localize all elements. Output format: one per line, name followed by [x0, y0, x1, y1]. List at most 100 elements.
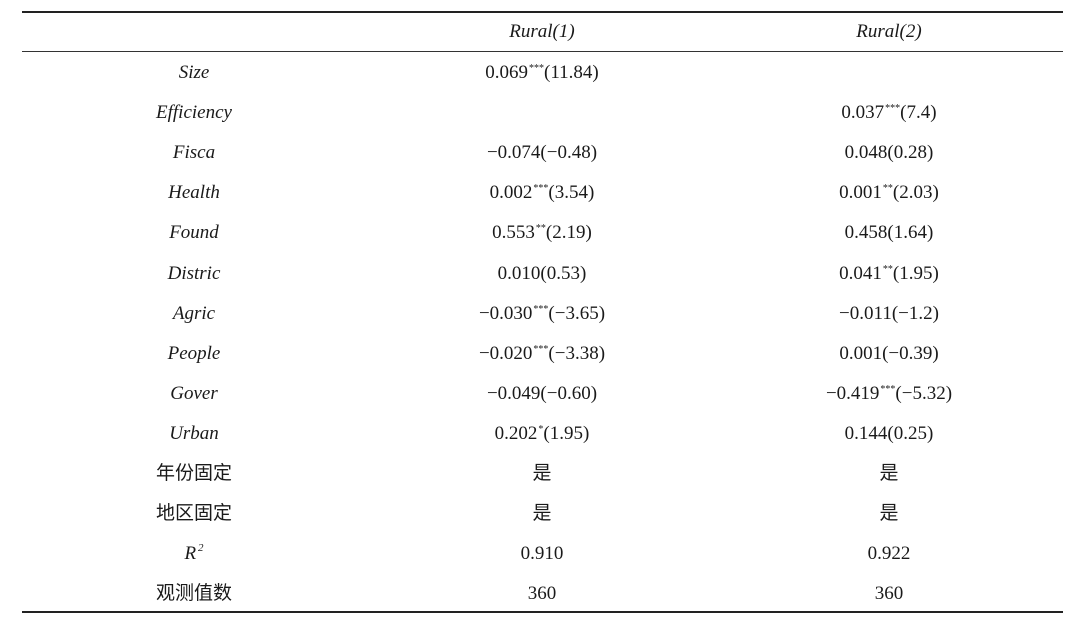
significance-stars: *** — [533, 304, 549, 315]
header-col-1: Rural(1) — [509, 21, 575, 42]
table-cell-col-2: −0.011(−1.2) — [839, 302, 939, 326]
table-cell-col-1: −0.020***(−3.38) — [479, 342, 605, 366]
t-statistic: (1.64) — [887, 222, 934, 243]
table-cell-col-1: 0.002***(3.54) — [490, 181, 595, 205]
row-label: 观测值数 — [156, 582, 232, 606]
coefficient: 是 — [532, 503, 552, 524]
coefficient: 0.458 — [844, 222, 888, 243]
top-rule — [22, 11, 1063, 13]
table-cell-col-2: 是 — [879, 502, 898, 526]
table-cell-col-1: −0.074(−0.48) — [487, 141, 597, 165]
table-cell-col-2: 0.037***(7.4) — [841, 101, 936, 125]
t-statistic: (0.53) — [540, 263, 587, 284]
coefficient: 0.041 — [839, 263, 882, 284]
row-label: Agric — [173, 302, 215, 326]
t-statistic: (0.25) — [887, 423, 934, 444]
table-cell-col-1: −0.030***(−3.65) — [479, 302, 605, 326]
table-cell-col-2: −0.419***(−5.32) — [826, 382, 952, 406]
row-label: People — [168, 342, 221, 366]
header-col-2: Rural(2) — [856, 21, 922, 42]
coefficient: 0.002 — [489, 182, 533, 203]
row-label-text: R — [184, 543, 197, 564]
row-label-text: Size — [178, 62, 210, 83]
coefficient: 是 — [879, 463, 899, 484]
coefficient: 360 — [527, 583, 557, 604]
t-statistic: (−1.2) — [891, 303, 939, 324]
row-label: Health — [168, 181, 220, 205]
significance-stars: *** — [533, 183, 549, 194]
table-cell-col-1: −0.049(−0.60) — [487, 382, 597, 406]
row-label-text: Fisca — [172, 142, 216, 163]
row-label-text: Urban — [169, 423, 219, 444]
row-label: Urban — [169, 422, 219, 446]
coefficient: 0.037 — [841, 102, 885, 123]
coefficient: −0.419 — [825, 383, 880, 404]
significance-stars: *** — [880, 384, 896, 395]
table-cell-col-2: 360 — [875, 582, 904, 606]
coefficient: −0.011 — [839, 303, 892, 324]
table-cell-col-2: 0.001**(2.03) — [839, 181, 939, 205]
row-label-text: Efficiency — [156, 102, 232, 123]
significance-stars: ** — [535, 223, 546, 234]
coefficient: 0.069 — [485, 62, 529, 83]
table-cell-col-1: 360 — [528, 582, 557, 606]
t-statistic: (−5.32) — [895, 383, 953, 404]
coefficient: 是 — [879, 503, 899, 524]
row-label-text: 地区固定 — [155, 503, 233, 524]
row-label-text: Gover — [170, 383, 218, 404]
row-label: Efficiency — [156, 101, 232, 125]
table-cell-col-2: 0.048(0.28) — [845, 141, 934, 165]
coefficient: 0.010 — [497, 263, 541, 284]
significance-stars: ** — [882, 183, 893, 194]
row-label: Gover — [170, 382, 217, 406]
row-label-text: Distric — [167, 263, 221, 284]
coefficient: 0.001 — [839, 182, 882, 203]
t-statistic: (−3.38) — [548, 343, 606, 364]
table-cell-col-1: 0.910 — [521, 542, 564, 566]
coefficient: 0.553 — [492, 222, 535, 243]
t-statistic: (2.19) — [545, 222, 592, 243]
significance-stars: *** — [533, 344, 549, 355]
row-label: Size — [179, 61, 210, 85]
row-label: 年份固定 — [156, 462, 232, 486]
table-cell-col-1: 0.202*(1.95) — [495, 422, 590, 446]
row-label: Found — [169, 221, 219, 245]
t-statistic: (3.54) — [548, 182, 595, 203]
coefficient: 0.144 — [844, 423, 888, 444]
coefficient: 0.048 — [844, 142, 888, 163]
coefficient: 0.910 — [520, 543, 564, 564]
coefficient: −0.030 — [478, 303, 533, 324]
row-label-text: 年份固定 — [155, 463, 233, 484]
t-statistic: (2.03) — [892, 182, 939, 203]
row-label-superscript: 2 — [198, 542, 204, 554]
significance-stars: *** — [885, 103, 901, 114]
table-cell-col-2: 0.001(−0.39) — [839, 342, 938, 366]
row-label-text: Agric — [172, 303, 216, 324]
table-cell-col-1: 0.069***(11.84) — [485, 61, 598, 85]
row-label-text: People — [167, 343, 221, 364]
t-statistic: (0.28) — [887, 142, 934, 163]
coefficient: 是 — [532, 463, 552, 484]
t-statistic: (−0.39) — [882, 343, 939, 364]
t-statistic: (−0.48) — [540, 142, 598, 163]
significance-stars: * — [538, 424, 544, 435]
bottom-rule — [22, 611, 1063, 613]
header-rule — [22, 51, 1063, 52]
t-statistic: (−3.65) — [548, 303, 606, 324]
row-label: 地区固定 — [156, 502, 232, 526]
coefficient: 0.202 — [494, 423, 538, 444]
table-cell-col-1: 0.553**(2.19) — [492, 221, 592, 245]
coefficient: 360 — [874, 583, 904, 604]
row-label-text: Health — [168, 182, 220, 203]
t-statistic: (−0.60) — [540, 383, 598, 404]
coefficient: −0.020 — [478, 343, 533, 364]
significance-stars: *** — [529, 63, 545, 74]
table-cell-col-1: 是 — [532, 502, 551, 526]
table-cell-col-2: 0.458(1.64) — [845, 221, 934, 245]
table-cell-col-2: 是 — [879, 462, 898, 486]
significance-stars: ** — [882, 264, 893, 275]
t-statistic: (1.95) — [543, 423, 590, 444]
table-cell-col-2: 0.144(0.25) — [845, 422, 934, 446]
t-statistic: (11.84) — [544, 62, 599, 83]
